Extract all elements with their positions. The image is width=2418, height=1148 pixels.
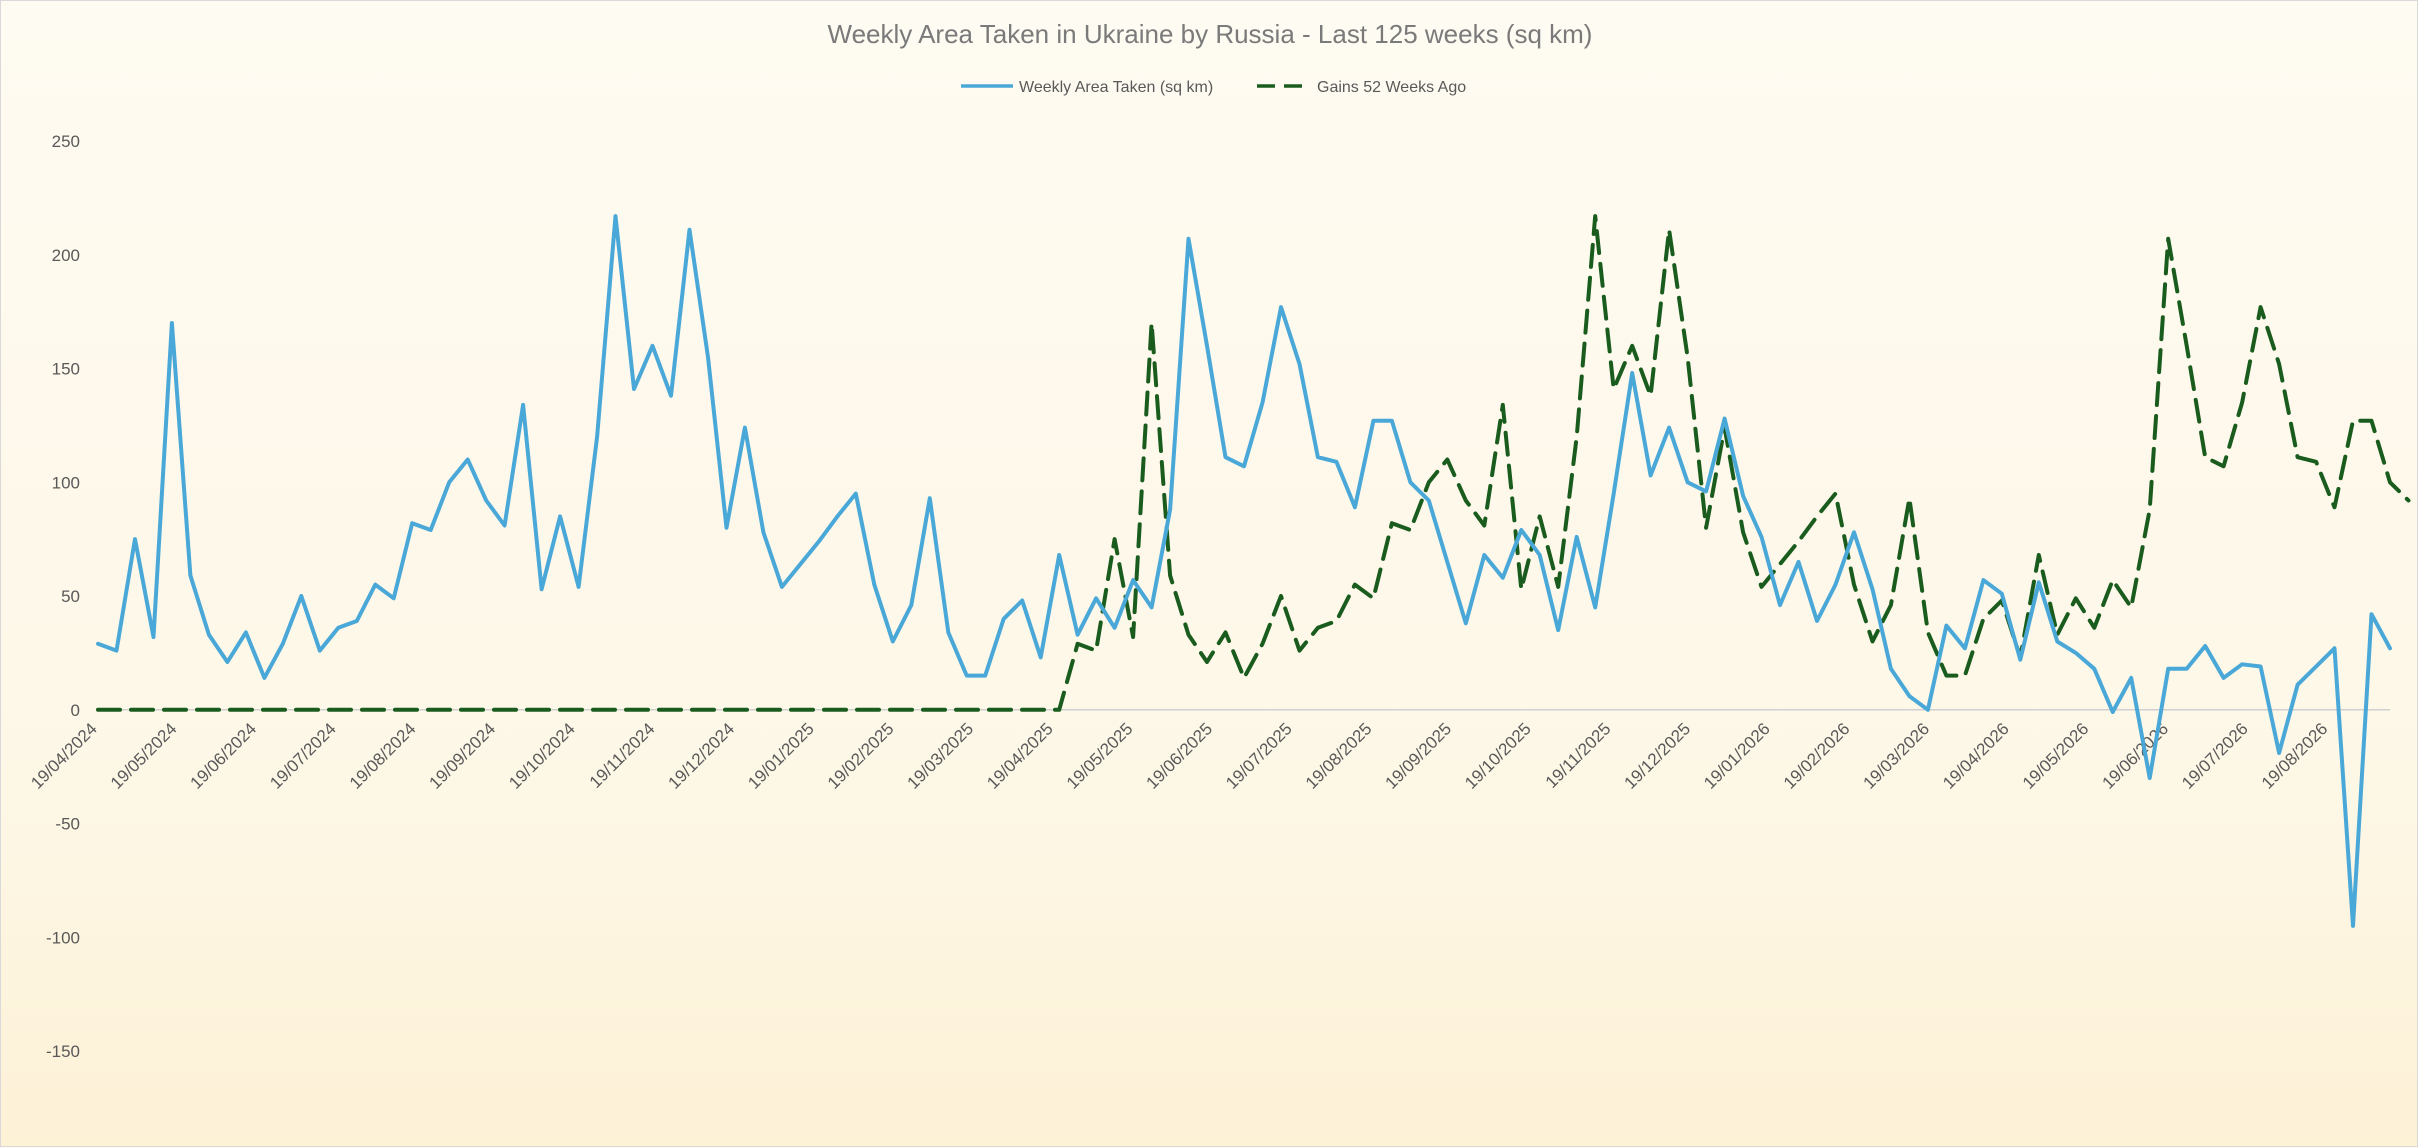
series-line-weekly-area	[96, 214, 2392, 928]
chart-title: Weekly Area Taken in Ukraine by Russia -…	[828, 19, 1593, 49]
y-tick-label: 0	[71, 701, 80, 720]
y-tick-label: -50	[55, 815, 80, 834]
y-tick-label: 150	[52, 360, 80, 379]
legend-item-weekly: Weekly Area Taken (sq km)	[961, 79, 1213, 96]
y-axis: 250 200 150 100 50 0 -50 -100 -150	[46, 132, 80, 1061]
series-layer	[96, 214, 2411, 928]
legend-label-gains: Gains 52 Weeks Ago	[1317, 79, 1466, 96]
legend-item-gains: Gains 52 Weeks Ago	[1257, 79, 1466, 96]
y-tick-label: -150	[46, 1042, 80, 1061]
y-tick-label: 250	[52, 132, 80, 151]
y-tick-label: 50	[61, 587, 80, 606]
y-tick-label: -100	[46, 928, 80, 947]
legend: Weekly Area Taken (sq km) Gains 52 Weeks…	[961, 79, 1466, 96]
y-tick-label: 100	[52, 473, 80, 492]
legend-label-weekly: Weekly Area Taken (sq km)	[1019, 79, 1213, 96]
series-line-gains-52-weeks-ago	[96, 214, 2411, 712]
x-tick-label: 19/04/2024	[27, 719, 101, 793]
y-tick-label: 200	[52, 246, 80, 265]
